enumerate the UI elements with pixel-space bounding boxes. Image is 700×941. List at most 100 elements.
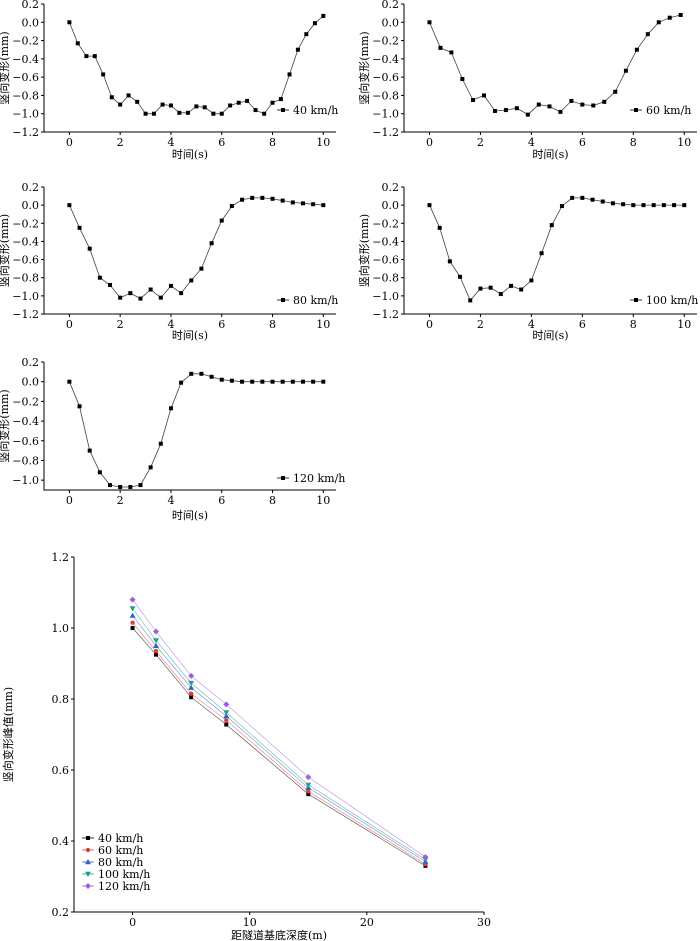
data-point bbox=[97, 275, 102, 280]
y-tick-label: 0.2 bbox=[22, 181, 40, 194]
series-1 bbox=[67, 371, 326, 490]
x-tick-label: 6 bbox=[579, 136, 586, 149]
legend-marker bbox=[85, 871, 91, 877]
y-axis-title: 竖向变形(mm) bbox=[0, 214, 11, 287]
data-point bbox=[118, 102, 123, 107]
data-point bbox=[306, 792, 311, 797]
data-point bbox=[600, 199, 605, 204]
x-tick-label: 4 bbox=[167, 136, 174, 149]
legend-entry: 40 km/h bbox=[82, 832, 143, 845]
data-point bbox=[153, 642, 159, 648]
data-point bbox=[295, 47, 300, 52]
legend-marker bbox=[85, 859, 91, 865]
data-point bbox=[92, 54, 97, 59]
series-line bbox=[69, 15, 324, 115]
x-tick-label: 0 bbox=[66, 136, 73, 149]
y-axis-title: 竖向变形(mm) bbox=[357, 214, 371, 287]
y-tick-label: −1.0 bbox=[372, 290, 399, 303]
legend-entry: 120 km/h bbox=[82, 880, 150, 893]
data-point bbox=[547, 104, 552, 109]
data-point bbox=[290, 379, 295, 384]
data-point bbox=[211, 111, 216, 116]
data-point bbox=[148, 465, 153, 470]
series-1 bbox=[67, 195, 326, 301]
series-line bbox=[132, 608, 426, 860]
legend-label: 120 km/h bbox=[98, 880, 150, 893]
data-point bbox=[245, 98, 250, 103]
data-point bbox=[229, 204, 234, 209]
data-point bbox=[471, 98, 476, 102]
axes bbox=[43, 362, 336, 491]
chart-4: 0.2 0.0 −0.2 −0.4 −0.6 −0.8 −1.0 −1.2 0 2 4 6 8 10 时间(… bbox=[357, 181, 698, 342]
data-point bbox=[488, 285, 493, 290]
data-point bbox=[321, 379, 326, 384]
y-tick-label: 0.0 bbox=[22, 376, 40, 389]
legend-marker bbox=[85, 847, 91, 853]
data-point bbox=[559, 204, 564, 209]
x-axis-title: 时间(s) bbox=[172, 148, 208, 161]
data-point bbox=[498, 292, 503, 297]
data-point bbox=[188, 680, 195, 687]
data-point bbox=[87, 246, 92, 251]
data-point bbox=[260, 379, 265, 384]
data-point bbox=[305, 782, 312, 788]
data-point bbox=[185, 110, 190, 115]
chart-2: 0.2 0.0 −0.2 −0.4 −0.6 −0.8 −1.0 −1.2 0 2 4 6 8 10 时间(… bbox=[357, 0, 697, 161]
data-point bbox=[118, 485, 123, 490]
y-tick-label: 0.8 bbox=[52, 693, 70, 706]
data-point bbox=[199, 371, 204, 376]
data-point bbox=[270, 100, 275, 105]
y-tick-label: −0.2 bbox=[372, 35, 399, 48]
legend-entry: 120 km/h bbox=[277, 472, 345, 485]
x-tick-label: 6 bbox=[218, 318, 225, 331]
data-point bbox=[590, 197, 595, 202]
series-line bbox=[429, 14, 681, 116]
data-point bbox=[422, 853, 429, 860]
data-point bbox=[223, 713, 230, 719]
x-tick-label: 4 bbox=[528, 136, 535, 149]
data-point bbox=[427, 203, 432, 208]
x-axis-title: 时间(s) bbox=[532, 148, 568, 161]
y-tick-label: −0.2 bbox=[12, 35, 39, 48]
y-tick-label: 0.4 bbox=[52, 835, 70, 848]
data-point bbox=[209, 374, 214, 379]
data-point bbox=[631, 203, 636, 208]
legend-entry: 40 km/h bbox=[277, 104, 338, 117]
x-tick-label: 8 bbox=[630, 318, 637, 331]
data-point bbox=[108, 282, 113, 287]
y-tick-label: −1.2 bbox=[372, 126, 399, 139]
x-tick-label: 2 bbox=[477, 318, 484, 331]
data-point bbox=[558, 109, 563, 114]
data-point bbox=[188, 684, 195, 690]
x-tick-label: 10 bbox=[316, 318, 330, 331]
x-tick-label: 4 bbox=[167, 318, 174, 331]
data-point bbox=[143, 111, 148, 116]
data-point bbox=[460, 76, 465, 81]
y-tick-label: −1.0 bbox=[12, 474, 39, 487]
data-point bbox=[189, 695, 194, 700]
legend-label: 80 km/h bbox=[98, 856, 143, 869]
y-tick-label: −0.4 bbox=[372, 235, 399, 248]
data-point bbox=[621, 202, 626, 207]
x-tick-label: 2 bbox=[477, 136, 484, 149]
y-tick-label: 0.2 bbox=[382, 0, 400, 11]
data-point bbox=[126, 93, 131, 98]
data-point bbox=[427, 20, 432, 25]
data-point bbox=[199, 266, 204, 271]
data-point bbox=[514, 106, 519, 111]
series-line bbox=[132, 615, 426, 862]
data-point bbox=[492, 108, 497, 113]
y-tick-label: 0.2 bbox=[22, 0, 40, 11]
y-tick-label: 0.2 bbox=[382, 181, 400, 194]
y-tick-label: −0.4 bbox=[12, 53, 39, 66]
legend-marker bbox=[281, 108, 285, 112]
y-tick-label: −0.6 bbox=[12, 254, 39, 267]
x-tick-label: 10 bbox=[677, 318, 691, 331]
data-point bbox=[447, 259, 452, 264]
y-tick-label: −0.2 bbox=[12, 217, 39, 230]
legend-label: 100 km/h bbox=[98, 868, 150, 881]
x-tick-label: 8 bbox=[269, 136, 276, 149]
data-point bbox=[228, 103, 233, 108]
data-point bbox=[667, 15, 672, 20]
y-tick-label: 0.2 bbox=[22, 356, 40, 369]
